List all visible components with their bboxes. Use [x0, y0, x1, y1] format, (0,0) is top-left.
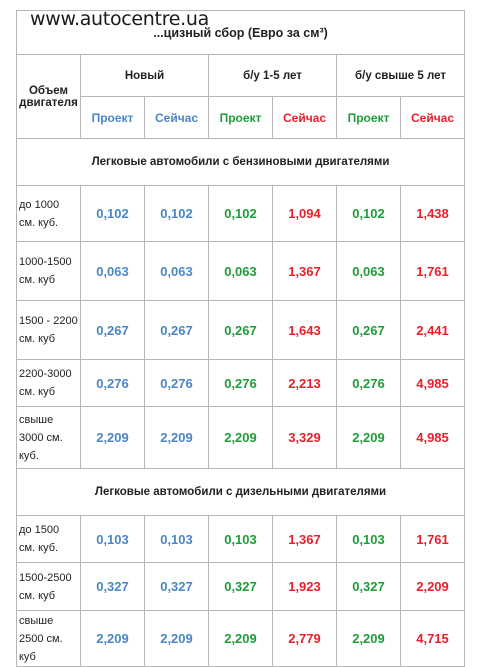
engine-volume-label: до 1500 см. куб.	[16, 515, 81, 563]
subcol-project: Проект	[336, 96, 401, 139]
rate-cell: 4,985	[399, 359, 466, 407]
table-row: 2200-3000 см. куб 0,276 0,276 0,276 2,213 0,2…	[16, 359, 466, 407]
rate-cell: 2,213	[272, 359, 337, 407]
rate-cell: 0,103	[208, 515, 273, 563]
engine-volume-label: 1500 - 2200 см. куб	[16, 300, 81, 360]
table-row: свыше 2500 см. куб 2,209 2,209 2,209 2,779 2,…	[16, 610, 466, 667]
rate-cell: 0,267	[336, 300, 401, 360]
rate-cell: 4,985	[399, 406, 466, 469]
rate-cell: 0,327	[336, 562, 401, 611]
section-title: Легковые автомобили с дизельными двигате…	[15, 468, 466, 516]
rate-cell: 2,209	[336, 610, 401, 667]
group-header-used-5plus: б/у свыше 5 лет	[335, 54, 466, 97]
engine-volume-label: свыше 3000 см. куб.	[16, 406, 81, 469]
rate-cell: 0,103	[336, 515, 401, 563]
rate-cell: 2,779	[272, 610, 337, 667]
rate-cell: 2,209	[208, 406, 273, 469]
rate-cell: 2,209	[208, 610, 273, 667]
rate-cell: 1,367	[272, 241, 337, 301]
subcol-current: Сейчас	[272, 96, 337, 139]
rate-cell: 1,761	[399, 241, 466, 301]
rate-cell: 2,209	[80, 610, 145, 667]
rate-cell: 2,209	[144, 610, 209, 667]
rate-cell: 2,209	[336, 406, 401, 469]
rate-cell: 0,102	[336, 185, 401, 242]
table-row: 1500 - 2200 см. куб 0,267 0,267 0,267 1,643 0…	[16, 300, 466, 360]
group-header-new: Новый	[80, 54, 209, 97]
table-row: свыше 3000 см. куб. 2,209 2,209 2,209 3,329 2…	[16, 406, 466, 469]
rate-cell: 3,329	[272, 406, 337, 469]
rate-cell: 0,063	[336, 241, 401, 301]
engine-volume-label: 2200-3000 см. куб	[16, 359, 81, 407]
rate-cell: 0,103	[80, 515, 145, 563]
rate-cell: 0,267	[208, 300, 273, 360]
watermark: www.autocentre.ua	[30, 8, 210, 30]
rate-cell: 2,441	[399, 300, 466, 360]
engine-volume-label: свыше 2500 см. куб	[16, 610, 81, 667]
rate-cell: 0,276	[208, 359, 273, 407]
rate-cell: 0,267	[144, 300, 209, 360]
group-header-used-1-5: б/у 1-5 лет	[208, 54, 337, 97]
engine-volume-label: до 1000 см. куб.	[16, 185, 81, 242]
subcol-current: Сейчас	[399, 96, 466, 139]
rate-cell: 1,923	[272, 562, 337, 611]
subcol-project: Проект	[80, 96, 145, 139]
rate-cell: 2,209	[399, 562, 466, 611]
rate-cell: 0,327	[208, 562, 273, 611]
engine-volume-label: 1500-2500 см. куб	[16, 562, 81, 611]
rate-cell: 0,102	[144, 185, 209, 242]
rate-cell: 0,276	[336, 359, 401, 407]
rate-cell: 0,276	[80, 359, 145, 407]
rate-cell: 0,327	[144, 562, 209, 611]
rate-cell: 4,715	[399, 610, 466, 667]
table-row: 1500-2500 см. куб 0,327 0,327 0,327 1,923 0,3…	[16, 562, 466, 611]
rate-cell: 0,276	[144, 359, 209, 407]
excise-table: ...цизный сбор (Евро за см³) Объем двига…	[15, 10, 466, 667]
table-row: до 1500 см. куб. 0,103 0,103 0,103 1,367 0,10…	[16, 515, 466, 563]
rate-cell: 1,643	[272, 300, 337, 360]
rate-cell: 2,209	[144, 406, 209, 469]
engine-volume-label: 1000-1500 см. куб	[16, 241, 81, 301]
rate-cell: 0,103	[144, 515, 209, 563]
rate-cell: 0,063	[208, 241, 273, 301]
rate-cell: 1,367	[272, 515, 337, 563]
rate-cell: 0,327	[80, 562, 145, 611]
rate-cell: 0,267	[80, 300, 145, 360]
rate-cell: 0,102	[80, 185, 145, 242]
rate-cell: 0,102	[208, 185, 273, 242]
rate-cell: 0,063	[144, 241, 209, 301]
rate-cell: 1,094	[272, 185, 337, 242]
table-row: 1000-1500 см. куб 0,063 0,063 0,063 1,367 0,0…	[16, 241, 466, 301]
rate-cell: 0,063	[80, 241, 145, 301]
subcol-project: Проект	[208, 96, 273, 139]
rate-cell: 1,761	[399, 515, 466, 563]
engine-volume-header: Объем двигателя	[16, 54, 81, 139]
subcol-current: Сейчас	[144, 96, 209, 139]
rate-cell: 1,438	[399, 185, 466, 242]
section-title: Легковые автомобили с бензиновыми двигат…	[15, 138, 466, 186]
table-row: до 1000 см. куб. 0,102 0,102 0,102 1,094 0,10…	[16, 185, 466, 242]
rate-cell: 2,209	[80, 406, 145, 469]
table-title: ...цизный сбор (Евро за см³)	[15, 10, 466, 55]
